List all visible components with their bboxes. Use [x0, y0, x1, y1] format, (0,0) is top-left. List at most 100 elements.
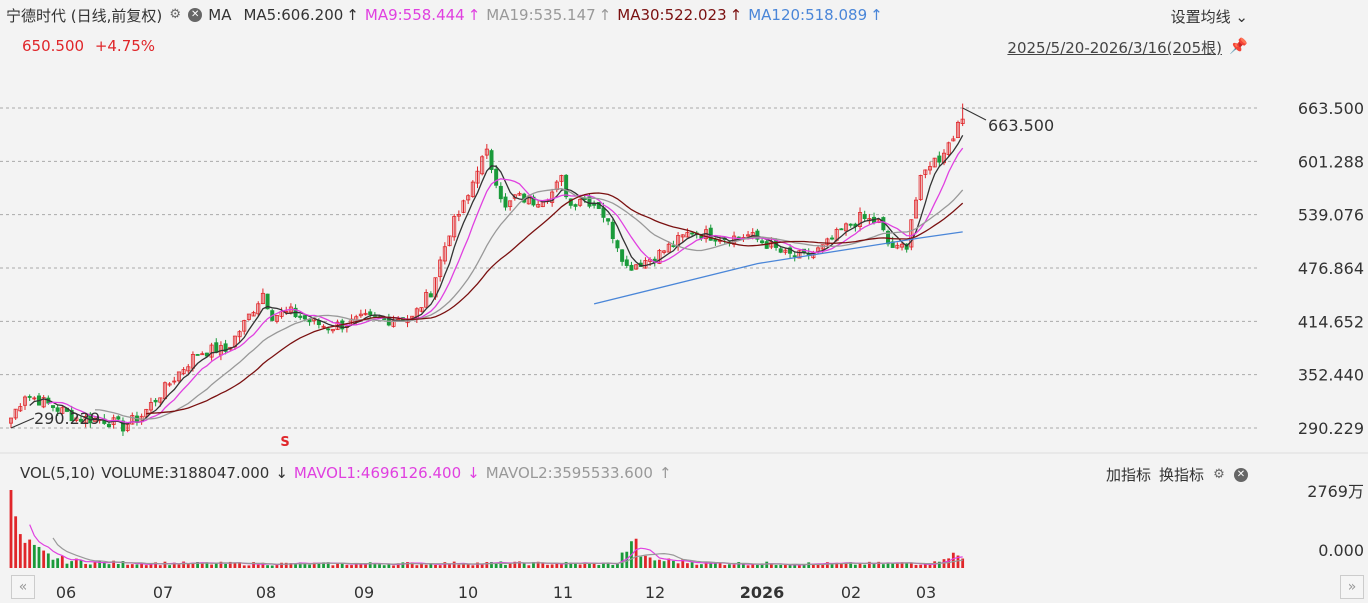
- volume-bar: [429, 563, 433, 568]
- volume-bar: [210, 564, 213, 568]
- volume-bar: [811, 563, 815, 568]
- volume-bar: [298, 562, 302, 568]
- volume-bar: [919, 564, 923, 568]
- volume-bar: [238, 562, 241, 568]
- volume-bar: [653, 560, 657, 568]
- x-tick-label: 02: [841, 583, 861, 602]
- ma-settings-button[interactable]: 设置均线 ⌄: [1171, 6, 1248, 27]
- close-icon[interactable]: ✕: [188, 8, 203, 22]
- volume-bar: [396, 563, 400, 568]
- candle-body: [662, 250, 667, 253]
- volume-bar: [154, 562, 158, 568]
- volume-bar: [88, 564, 92, 568]
- volume-bar: [60, 555, 64, 568]
- volume-bar: [658, 559, 661, 568]
- volume-bar: [756, 564, 759, 568]
- price-tick-label: 290.229: [1298, 419, 1364, 438]
- candle-body: [251, 312, 256, 317]
- volume-bar: [742, 564, 745, 568]
- volume-bar: [466, 564, 470, 568]
- candle-body: [181, 369, 186, 375]
- add-indicator-button[interactable]: 加指标: [1105, 466, 1151, 484]
- volume-bar: [695, 564, 699, 568]
- candle-body: [489, 150, 494, 170]
- candle-body: [932, 157, 937, 168]
- candle-body: [424, 292, 429, 308]
- candle-body: [470, 181, 475, 197]
- volume-bar: [783, 565, 787, 568]
- change-percent: +4.75%: [94, 37, 156, 55]
- volume-bar: [895, 562, 899, 568]
- volume-bar: [797, 565, 801, 568]
- gear-icon[interactable]: ⚙: [169, 7, 182, 22]
- candle-body: [256, 303, 261, 315]
- candle-body: [484, 148, 489, 156]
- volume-bar: [494, 563, 498, 568]
- volume-bar: [74, 558, 78, 568]
- volume-bar: [359, 563, 363, 568]
- volume-bar: [140, 562, 144, 568]
- low-pointer: [10, 417, 35, 429]
- gear-icon[interactable]: ⚙: [1213, 466, 1225, 482]
- volume-bar: [252, 562, 255, 568]
- x-tick-label: 09: [354, 583, 374, 602]
- candle-body: [41, 397, 46, 408]
- volume-bar: [578, 564, 582, 568]
- volume-bar: [158, 565, 162, 568]
- volume-bar: [751, 564, 755, 568]
- volume-bar: [471, 565, 475, 568]
- ma-settings-label: 设置均线: [1170, 8, 1231, 26]
- candle-body: [358, 313, 363, 317]
- volume-bar: [424, 564, 428, 568]
- candle-body: [153, 399, 158, 403]
- candle-body: [592, 203, 597, 206]
- candle-body: [8, 417, 13, 424]
- ma-label: MA: [208, 6, 232, 24]
- vol-label: VOL(5,10): [20, 464, 96, 482]
- volume-bar: [191, 562, 195, 568]
- candle-body: [564, 174, 569, 198]
- volume-bar: [802, 564, 806, 568]
- volume-bar: [270, 565, 274, 568]
- high-pointer: [962, 107, 987, 121]
- volume-bar: [326, 562, 330, 568]
- volume-bar: [242, 565, 246, 568]
- candle-body: [624, 259, 629, 266]
- close-icon[interactable]: ✕: [1234, 467, 1248, 482]
- volume-bar: [588, 562, 591, 568]
- ma-legend-item: MA19:535.147: [486, 6, 596, 24]
- volume-bar: [774, 565, 778, 568]
- volume-bar: [23, 542, 27, 568]
- scroll-right-button[interactable]: »: [1340, 575, 1364, 599]
- volume-bar: [891, 563, 895, 568]
- volume-bar: [951, 552, 955, 568]
- candle-body: [214, 342, 219, 353]
- x-tick-label: 06: [56, 583, 76, 602]
- volume-bar: [65, 563, 69, 568]
- volume-bar: [116, 563, 120, 568]
- candle-body: [158, 397, 163, 403]
- pin-icon[interactable]: 📌: [1229, 37, 1248, 55]
- volume-bar: [574, 562, 577, 568]
- volume-bar: [401, 562, 405, 568]
- volume-bar: [825, 562, 829, 568]
- volume-bar: [121, 561, 125, 568]
- candle-body: [27, 396, 32, 398]
- candle-body: [172, 380, 177, 383]
- date-range[interactable]: 2025/5/20-2026/3/16(205根): [1007, 39, 1222, 57]
- volume-bar: [546, 564, 549, 568]
- switch-indicator-button[interactable]: 换指标: [1158, 466, 1204, 484]
- volume-bar: [597, 565, 601, 568]
- ma5-line: [29, 134, 964, 425]
- scroll-left-button[interactable]: «: [11, 575, 35, 599]
- volume-bar: [373, 563, 377, 568]
- volume-bar: [420, 563, 423, 568]
- candle-body: [587, 196, 592, 207]
- x-tick-label: 08: [256, 583, 276, 602]
- candle-body: [610, 221, 615, 239]
- candle-body: [792, 255, 797, 258]
- volume-bar: [527, 565, 531, 568]
- volume-bar: [504, 564, 507, 568]
- candle-body: [690, 232, 695, 235]
- volume-bar: [709, 562, 713, 568]
